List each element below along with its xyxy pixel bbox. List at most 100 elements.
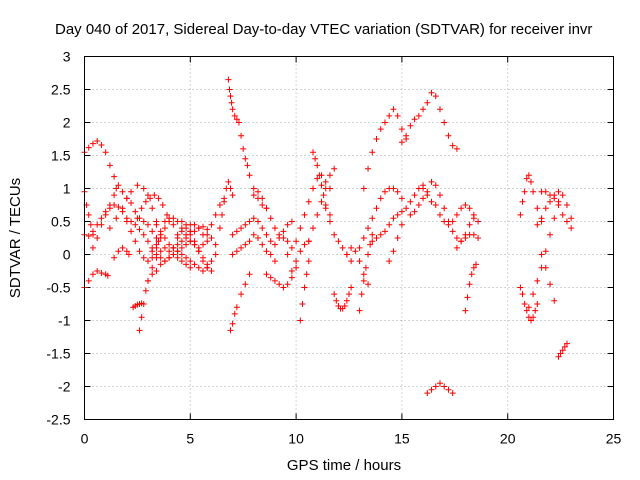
data-point: [525, 172, 532, 179]
data-point: [394, 112, 401, 119]
data-point: [174, 248, 181, 255]
data-point: [195, 264, 202, 271]
data-point: [228, 99, 235, 106]
data-point: [466, 221, 473, 228]
data-point: [128, 188, 135, 195]
data-point: [221, 198, 228, 205]
data-point: [161, 225, 168, 232]
data-point: [255, 235, 262, 241]
data-point: [472, 261, 479, 268]
data-point: [436, 106, 443, 113]
chart-title: Day 040 of 2017, Sidereal Day-to-day VTE…: [55, 21, 592, 38]
data-point: [530, 291, 537, 298]
data-point: [547, 198, 554, 205]
data-point: [348, 244, 355, 251]
data-point: [242, 281, 249, 288]
data-point: [381, 188, 388, 195]
y-tick-label: -1.5: [46, 346, 70, 362]
data-point: [250, 231, 257, 238]
series-arc-07: [111, 244, 132, 261]
data-point: [356, 307, 363, 314]
data-point: [555, 202, 562, 208]
data-point: [339, 244, 346, 251]
data-point: [208, 268, 215, 274]
data-point: [233, 248, 240, 255]
data-point: [263, 231, 270, 238]
data-point: [299, 301, 306, 307]
series-arc-24: [263, 264, 300, 291]
data-point: [453, 235, 460, 241]
data-point: [204, 238, 211, 245]
data-point: [191, 228, 198, 235]
series-arc-43: [462, 261, 479, 314]
data-point: [303, 271, 310, 278]
data-point: [157, 248, 164, 255]
data-point: [462, 235, 469, 241]
series-arc-17: [187, 223, 219, 248]
data-point: [259, 202, 266, 208]
data-point: [276, 281, 283, 288]
data-point: [115, 248, 122, 255]
data-point: [183, 241, 190, 248]
data-point: [326, 218, 333, 225]
data-point: [390, 185, 397, 192]
data-point: [358, 291, 365, 298]
data-point: [98, 221, 105, 228]
data-point: [87, 221, 94, 228]
data-point: [284, 238, 291, 245]
data-point: [568, 225, 575, 232]
data-point: [178, 251, 185, 258]
data-point: [106, 225, 113, 232]
data-point: [238, 225, 245, 232]
data-point: [428, 178, 435, 185]
data-point: [335, 238, 342, 245]
data-point: [386, 221, 393, 228]
data-point: [183, 261, 190, 268]
data-point: [557, 350, 564, 357]
data-point: [140, 185, 147, 192]
data-point: [394, 211, 401, 218]
data-point: [195, 225, 202, 232]
data-point: [199, 241, 206, 248]
data-point: [250, 215, 257, 222]
data-point: [555, 353, 562, 360]
data-point: [551, 192, 558, 199]
data-point: [424, 99, 431, 106]
data-point: [153, 254, 160, 261]
data-point: [208, 258, 215, 265]
data-point: [219, 211, 226, 218]
data-point: [89, 244, 96, 251]
data-point: [85, 144, 92, 151]
data-point: [453, 145, 460, 152]
data-point: [547, 281, 554, 288]
data-point: [89, 271, 96, 278]
data-point: [360, 185, 367, 192]
data-point: [547, 231, 554, 238]
data-point: [267, 251, 274, 258]
data-point: [242, 241, 249, 248]
data-point: [360, 271, 367, 278]
data-point: [284, 251, 291, 258]
data-point: [144, 221, 151, 228]
data-point: [365, 165, 372, 172]
series-arc-10: [134, 192, 171, 222]
data-point: [436, 192, 443, 199]
data-point: [445, 132, 452, 139]
data-point: [195, 248, 202, 255]
data-point: [415, 202, 422, 208]
data-point: [267, 238, 274, 245]
data-point: [517, 211, 524, 218]
data-point: [231, 112, 238, 119]
data-point: [271, 277, 278, 284]
data-point: [373, 136, 380, 142]
data-point: [149, 264, 156, 271]
data-point: [238, 244, 245, 251]
series-arc-05: [89, 185, 120, 251]
data-point: [519, 291, 526, 298]
series-arc-29: [305, 165, 338, 245]
data-point: [123, 218, 130, 225]
series-arc-20: [227, 271, 253, 334]
series-arc-23: [250, 188, 291, 245]
data-point: [199, 223, 206, 230]
data-point: [449, 390, 456, 397]
